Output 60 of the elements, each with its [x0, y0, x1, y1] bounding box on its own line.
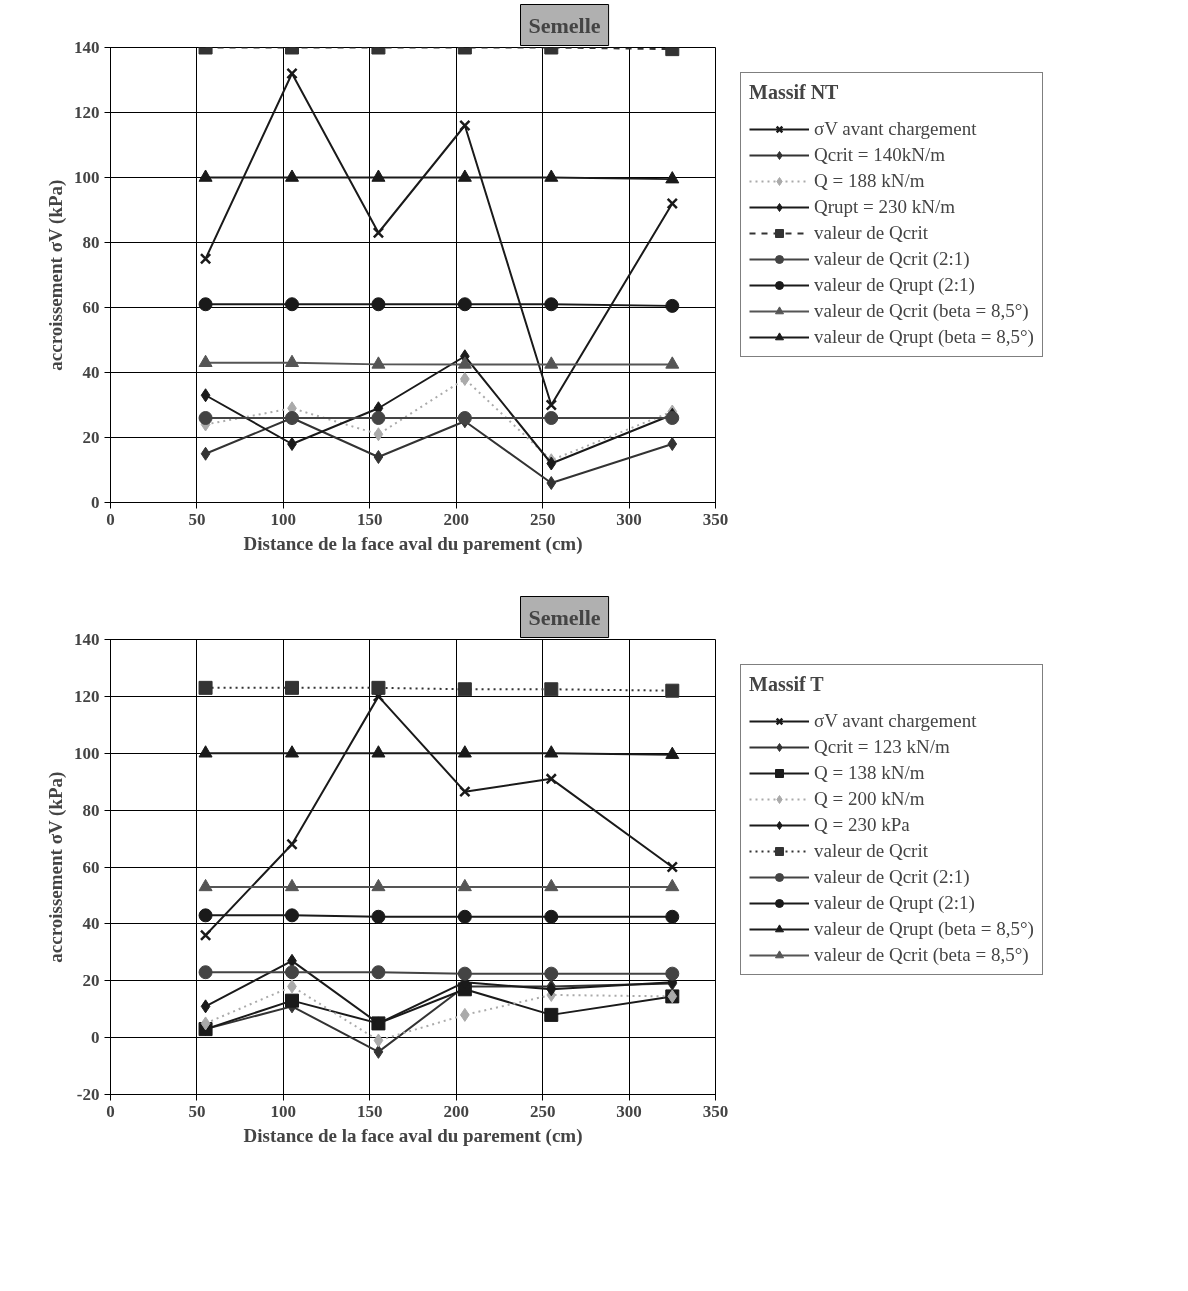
- y-tick-label: 140: [74, 630, 100, 649]
- legend-label: σV avant chargement: [814, 118, 977, 140]
- legend-label: valeur de Qcrit: [814, 840, 928, 862]
- x-tick-label: 350: [702, 1101, 729, 1121]
- x-tick-label: 100: [270, 1101, 297, 1121]
- legend-label: Q = 188 kN/m: [814, 170, 925, 192]
- y-tick-label: 120: [74, 103, 100, 122]
- legend-label: valeur de Qrupt (beta = 8,5°): [814, 326, 1034, 348]
- y-tick-label: 100: [74, 743, 100, 763]
- x-tick-label: 300: [616, 1101, 642, 1121]
- text: Semelle: [528, 604, 601, 630]
- x-tick-label: 150: [357, 509, 383, 529]
- y-tick-label: 140: [74, 38, 100, 57]
- x-tick-label: 100: [270, 509, 297, 529]
- legend-label: valeur de Qcrit (beta = 8,5°): [814, 944, 1029, 966]
- x-tick-label: 200: [443, 509, 469, 529]
- legend-label: valeur de Qrupt (beta = 8,5°): [814, 918, 1034, 940]
- legend-label: valeur de Qcrit (2:1): [814, 866, 970, 888]
- x-tick-label: 350: [702, 509, 729, 529]
- legend-label: Qcrit = 140kN/m: [814, 144, 946, 166]
- legend-label: Qcrit = 123 kN/m: [814, 736, 950, 758]
- y-tick-label: 80: [82, 233, 100, 252]
- y-tick-label: 60: [82, 298, 100, 317]
- y-tick-label: 80: [82, 800, 100, 820]
- legend-label: Q = 138 kN/m: [814, 762, 925, 784]
- legend-label: valeur de Qrupt (2:1): [814, 274, 975, 296]
- y-tick-label: 20: [82, 428, 100, 447]
- y-tick-label: 60: [82, 857, 100, 877]
- legend-label: Q = 230 kPa: [814, 814, 910, 836]
- x-axis-title: Distance de la face aval du parement (cm): [243, 532, 583, 555]
- text: Massif NT: [749, 81, 840, 104]
- y-tick-label: 40: [82, 363, 100, 382]
- x-tick-label: 0: [106, 509, 115, 529]
- legend-label: valeur de Qcrit (2:1): [814, 248, 970, 270]
- x-tick-label: 50: [188, 509, 206, 529]
- y-tick-label: 40: [82, 914, 100, 934]
- legend-label: valeur de Qcrit: [814, 222, 928, 244]
- text: Massif T: [749, 673, 825, 696]
- x-tick-label: 200: [443, 1101, 469, 1121]
- x-tick-label: 150: [357, 1101, 383, 1121]
- x-tick-label: 0: [106, 1101, 115, 1121]
- x-tick-label: 250: [529, 509, 556, 529]
- x-axis-title: Distance de la face aval du parement (cm): [243, 1124, 583, 1147]
- y-axis-title: accroissement σV (kPa): [45, 179, 67, 371]
- legend-label: Q = 200 kN/m: [814, 788, 925, 810]
- legend-label: valeur de Qcrit (beta = 8,5°): [814, 300, 1029, 322]
- text: Semelle: [528, 12, 601, 38]
- legend-label: σV avant chargement: [814, 710, 977, 732]
- x-tick-label: 50: [188, 1101, 206, 1121]
- y-tick-label: 0: [91, 493, 100, 512]
- x-tick-label: 300: [616, 509, 642, 529]
- x-tick-label: 250: [529, 1101, 556, 1121]
- y-tick-label: 100: [74, 168, 100, 187]
- y-tick-label: -20: [76, 1085, 100, 1104]
- y-tick-label: 20: [82, 971, 100, 991]
- y-tick-label: 120: [74, 686, 100, 706]
- y-axis-title: accroissement σV (kPa): [45, 771, 67, 963]
- legend-label: valeur de Qrupt (2:1): [814, 892, 975, 914]
- y-tick-label: 0: [91, 1028, 100, 1048]
- legend-label: Qrupt = 230 kN/m: [814, 196, 956, 218]
